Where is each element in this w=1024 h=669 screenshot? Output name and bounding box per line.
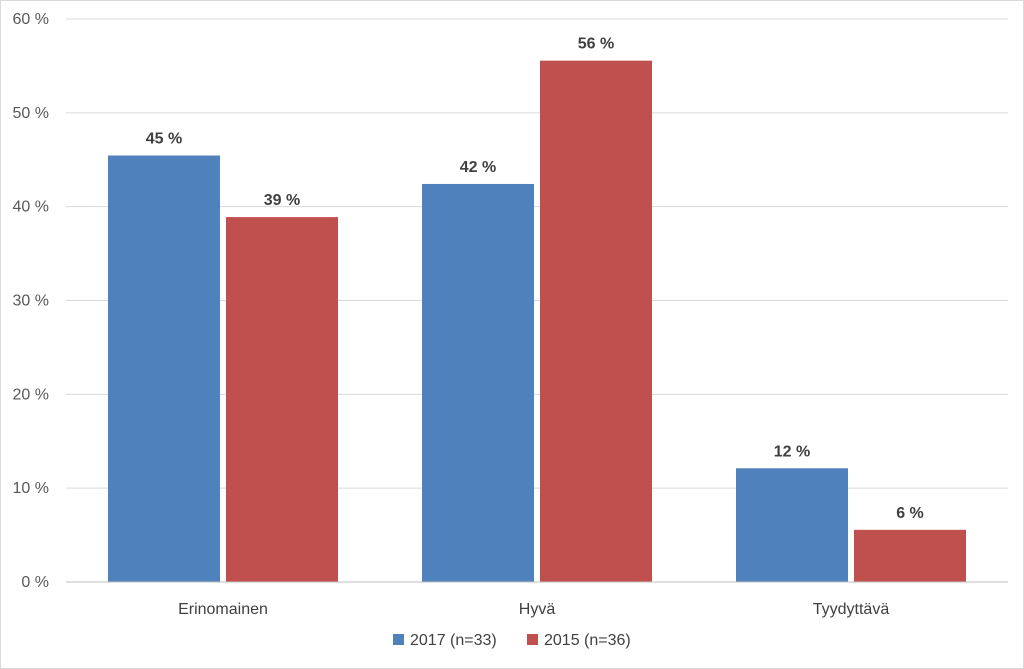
- data-label: 56 %: [578, 36, 614, 53]
- x-tick-label: Hyvä: [519, 601, 556, 618]
- x-axis: Erinomainen Hyvä Tyydyttävä: [66, 581, 1008, 618]
- legend: 2017 (n=33) 2015 (n=36): [393, 632, 631, 649]
- data-label: 45 %: [146, 131, 182, 148]
- y-tick-label: 60 %: [13, 11, 49, 28]
- legend-swatch: [393, 634, 404, 645]
- y-tick-label: 0 %: [21, 574, 49, 591]
- bars: [108, 60, 966, 583]
- data-label: 39 %: [264, 192, 300, 209]
- data-label: 42 %: [460, 159, 496, 176]
- data-label: 6 %: [896, 505, 924, 522]
- y-tick-label: 20 %: [13, 386, 49, 403]
- x-tick-label: Erinomainen: [178, 601, 268, 618]
- legend-label: 2017 (n=33): [410, 632, 497, 649]
- legend-swatch: [527, 634, 538, 645]
- bar: [422, 183, 534, 583]
- y-tick-label: 50 %: [13, 105, 49, 122]
- data-labels: 45 % 39 % 42 % 56 % 12 % 6 %: [146, 36, 924, 522]
- x-tick-label: Tyydyttävä: [813, 601, 890, 618]
- bar: [540, 60, 652, 583]
- y-axis-tick-labels: 0 % 10 % 20 % 30 % 40 % 50 % 60 %: [13, 11, 49, 591]
- bar: [226, 217, 338, 583]
- gridlines: [66, 18, 1008, 489]
- y-tick-label: 10 %: [13, 480, 49, 497]
- bar: [854, 529, 966, 582]
- bar: [108, 155, 220, 582]
- legend-label: 2015 (n=36): [544, 632, 631, 649]
- data-label: 12 %: [774, 443, 810, 460]
- y-tick-label: 30 %: [13, 293, 49, 310]
- y-tick-label: 40 %: [13, 199, 49, 216]
- bar: [736, 468, 848, 582]
